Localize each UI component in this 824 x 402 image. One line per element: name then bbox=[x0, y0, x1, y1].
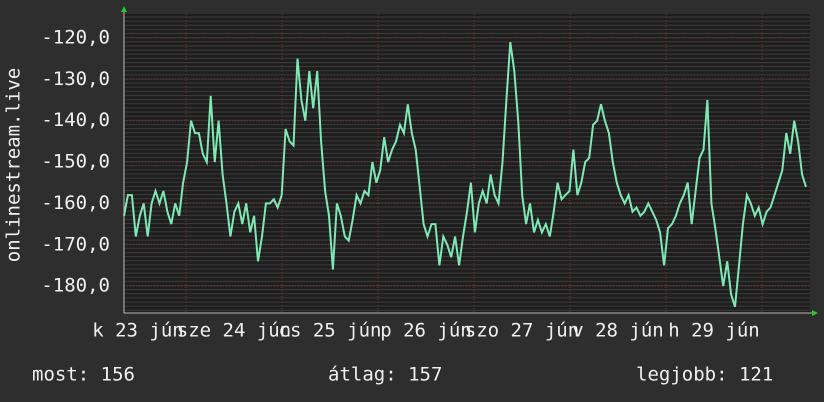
y-tick-label: -160,0 bbox=[41, 192, 110, 214]
data-line bbox=[123, 41, 807, 308]
x-tick-label: sze 24 jún bbox=[177, 320, 291, 342]
x-tick-label: v 28 jún bbox=[572, 320, 664, 342]
y-tick-label: -120,0 bbox=[41, 26, 110, 48]
x-arrow bbox=[812, 310, 818, 316]
y-tick-label: -150,0 bbox=[41, 151, 110, 173]
y-tick-label: -140,0 bbox=[41, 109, 110, 131]
footer-average: átlag: 157 bbox=[328, 364, 442, 386]
y-tick-label: -180,0 bbox=[41, 275, 110, 297]
y-tick-label: -170,0 bbox=[41, 233, 110, 255]
footer-best: legjobb: 121 bbox=[636, 364, 773, 386]
x-tick-label: h 29 jún bbox=[668, 320, 760, 342]
y-arrow bbox=[121, 6, 127, 12]
x-tick-label: p 26 jún bbox=[380, 320, 472, 342]
x-tick-label: szo 27 jún bbox=[465, 320, 579, 342]
y-tick-label: -130,0 bbox=[41, 68, 110, 90]
y-axis-label: onlinestream.live bbox=[3, 68, 25, 262]
x-tick-label: cs 25 jún bbox=[279, 320, 382, 342]
x-tick-label: k 23 jún bbox=[92, 320, 184, 342]
minor-grid bbox=[124, 14, 810, 313]
footer-current: most: 156 bbox=[32, 364, 135, 386]
